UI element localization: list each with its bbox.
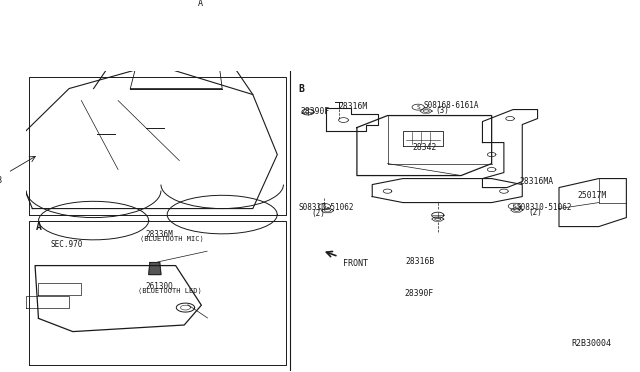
- Text: 28336M: 28336M: [146, 230, 173, 239]
- Text: 28390F: 28390F: [404, 289, 434, 298]
- Text: R2B30004: R2B30004: [572, 339, 611, 348]
- Text: S08168-6161A: S08168-6161A: [423, 100, 479, 109]
- Text: S08310-51062: S08310-51062: [516, 203, 572, 212]
- Text: A: A: [198, 0, 203, 7]
- Text: B: B: [299, 84, 305, 94]
- Text: ⟨BLUETOOTH MIC⟩: ⟨BLUETOOTH MIC⟩: [140, 235, 204, 242]
- Text: S: S: [323, 204, 326, 209]
- Text: 28316B: 28316B: [406, 257, 435, 266]
- Text: SEC.970: SEC.970: [51, 240, 83, 249]
- Text: 28390F: 28390F: [301, 107, 330, 116]
- Text: A: A: [35, 222, 42, 232]
- Text: S: S: [513, 204, 516, 209]
- Text: 25017M: 25017M: [577, 191, 607, 200]
- Text: S08310-51062: S08310-51062: [299, 203, 354, 212]
- Text: FRONT: FRONT: [344, 259, 369, 268]
- Text: (3): (3): [435, 106, 449, 115]
- Polygon shape: [148, 263, 161, 275]
- Text: 28342: 28342: [412, 142, 436, 151]
- Text: (2): (2): [312, 209, 326, 218]
- Text: ⟨BLUETOOTH LED⟩: ⟨BLUETOOTH LED⟩: [138, 288, 202, 294]
- Text: B: B: [0, 176, 2, 185]
- Text: 28316M: 28316M: [339, 102, 368, 111]
- Text: 26130Q: 26130Q: [146, 282, 173, 291]
- Text: S: S: [416, 105, 420, 110]
- Text: (2): (2): [529, 208, 542, 217]
- Text: 28316MA: 28316MA: [519, 177, 554, 186]
